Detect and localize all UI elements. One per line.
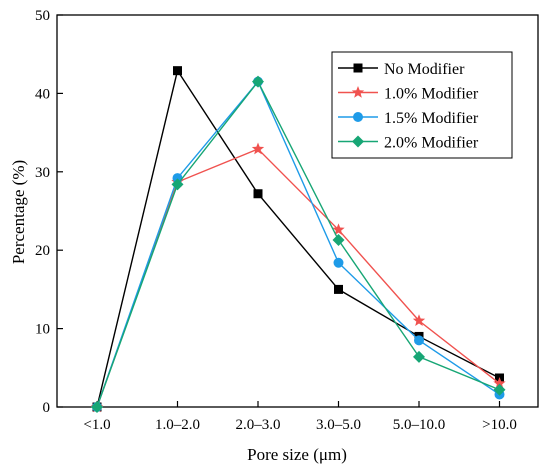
legend-marker — [353, 63, 363, 73]
x-tick-label: 2.0–3.0 — [236, 417, 281, 433]
series-line — [96, 68, 500, 408]
y-tick-label: 10 — [35, 322, 50, 338]
data-point — [334, 284, 343, 294]
data-point — [414, 335, 424, 346]
x-tick-label: 1.0–2.0 — [155, 417, 200, 433]
x-tick-label: 5.0–10.0 — [393, 417, 446, 433]
y-axis-ticks: 0 10 20 30 40 50 — [35, 8, 63, 416]
y-tick-label: 50 — [35, 8, 50, 24]
legend-marker — [352, 135, 364, 148]
x-axis-ticks: <1.0 1.0–2.0 2.0–3.0 3.0–5.0 5.0–10.0 >10.0 — [83, 401, 517, 433]
data-point — [493, 383, 506, 396]
legend: No Modifier 1.0% Modifier 1.5% Modifier 2.0… — [331, 51, 513, 159]
x-tick-label: <1.0 — [83, 417, 110, 433]
data-point — [252, 75, 264, 88]
data-point — [251, 142, 265, 155]
legend-label: 2.0% Modifier — [384, 135, 479, 152]
data-point — [332, 234, 345, 247]
data-point — [493, 376, 506, 389]
x-tick-label: 3.0–5.0 — [316, 417, 361, 433]
x-tick-label: >10.0 — [482, 417, 517, 433]
y-tick-label: 20 — [35, 243, 50, 259]
legend-marker — [351, 86, 365, 98]
plot-frame — [56, 14, 539, 408]
series-4 — [91, 75, 506, 413]
data-point — [173, 66, 182, 76]
y-tick-label: 0 — [43, 400, 51, 416]
legend-label: 1.0% Modifier — [384, 86, 479, 103]
series-line — [96, 80, 500, 408]
y-tick-label: 30 — [35, 165, 50, 181]
series-line — [96, 148, 500, 408]
y-axis-title: Percentage (%) — [9, 160, 28, 264]
data-point — [333, 257, 344, 268]
data-point — [332, 223, 345, 236]
data-point — [91, 401, 103, 413]
data-point — [413, 350, 425, 363]
data-point — [412, 314, 426, 327]
data-point — [253, 189, 263, 199]
x-axis-title: Pore size (μm) — [247, 445, 347, 464]
legend-label: 1.5% Modifier — [384, 110, 479, 127]
series-line — [96, 80, 500, 408]
y-tick-label: 40 — [35, 86, 50, 102]
legend-marker — [353, 112, 363, 122]
data-point — [171, 178, 184, 191]
series-2 — [90, 142, 506, 413]
legend-label: No Modifier — [384, 61, 465, 78]
series-layer — [90, 66, 506, 413]
